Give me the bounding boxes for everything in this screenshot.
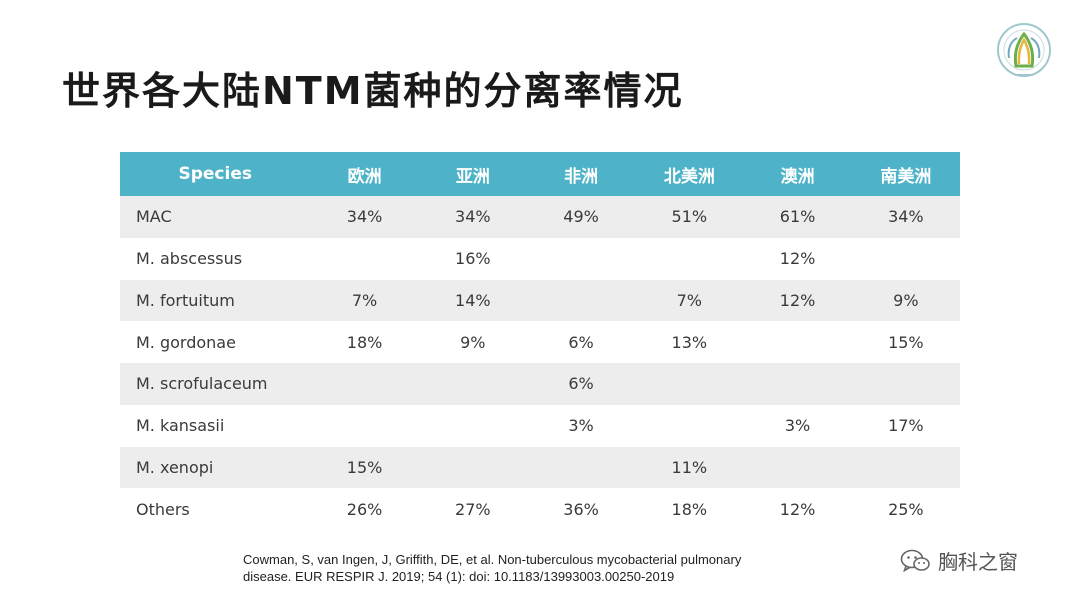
- header-south-america: 南美洲: [851, 152, 960, 196]
- header-africa: 非洲: [526, 152, 636, 196]
- value-cell: [418, 363, 527, 405]
- value-cell: [526, 237, 636, 280]
- table-header-row: Species 欧洲 亚洲 非洲 北美洲 澳洲 南美洲: [120, 152, 960, 196]
- value-cell: 27%: [418, 488, 527, 530]
- value-cell: 34%: [851, 196, 960, 238]
- table-row: M. kansasii 3% 3% 17%: [120, 404, 960, 447]
- value-cell: 14%: [418, 279, 527, 322]
- species-cell: M. fortuitum: [120, 279, 311, 322]
- value-cell: 12%: [743, 488, 852, 530]
- value-cell: [743, 446, 852, 489]
- header-north-america: 北美洲: [635, 152, 744, 196]
- wechat-icon: [900, 549, 930, 572]
- value-cell: 3%: [743, 404, 852, 447]
- table-row: Others 26% 27% 36% 18% 12% 25%: [120, 488, 960, 530]
- species-cell: M. xenopi: [120, 446, 311, 489]
- species-cell: M. kansasii: [120, 404, 311, 447]
- species-cell: M. abscessus: [120, 237, 311, 280]
- value-cell: [851, 446, 960, 489]
- hospital-logo-icon: [997, 23, 1051, 77]
- table-row: M. fortuitum 7% 14% 7% 12% 9%: [120, 279, 960, 322]
- value-cell: 13%: [635, 321, 744, 363]
- table-row: M. gordonae 18% 9% 6% 13% 15%: [120, 321, 960, 363]
- value-cell: 17%: [851, 404, 960, 447]
- value-cell: [635, 237, 744, 280]
- header-europe: 欧洲: [310, 152, 419, 196]
- value-cell: [310, 404, 419, 447]
- citation-line-1: Cowman, S, van Ingen, J, Griffith, DE, e…: [243, 552, 742, 567]
- value-cell: 36%: [526, 488, 636, 530]
- watermark: 胸科之窗: [900, 546, 1018, 575]
- header-australia: 澳洲: [743, 152, 852, 196]
- header-species: Species: [120, 152, 311, 196]
- table-row: MAC 34% 34% 49% 51% 61% 34%: [120, 196, 960, 238]
- value-cell: 18%: [635, 488, 744, 530]
- value-cell: 61%: [743, 196, 852, 238]
- value-cell: 7%: [635, 279, 744, 322]
- value-cell: [418, 446, 527, 489]
- value-cell: [526, 279, 636, 322]
- value-cell: 3%: [526, 404, 636, 447]
- value-cell: 16%: [418, 237, 527, 280]
- value-cell: 49%: [526, 196, 636, 238]
- value-cell: 18%: [310, 321, 419, 363]
- value-cell: 6%: [526, 321, 636, 363]
- species-cell: M. gordonae: [120, 321, 311, 363]
- value-cell: 15%: [310, 446, 419, 489]
- value-cell: 15%: [851, 321, 960, 363]
- isolation-rate-table: Species 欧洲 亚洲 非洲 北美洲 澳洲 南美洲 MAC 34% 34% …: [120, 152, 960, 530]
- value-cell: [851, 237, 960, 280]
- species-cell: Others: [120, 488, 311, 530]
- value-cell: [851, 363, 960, 405]
- citation-line-2: disease. EUR RESPIR J. 2019; 54 (1): doi…: [243, 569, 675, 584]
- header-asia: 亚洲: [418, 152, 527, 196]
- value-cell: [743, 321, 852, 363]
- value-cell: 11%: [635, 446, 744, 489]
- species-cell: M. scrofulaceum: [120, 363, 311, 405]
- watermark-text: 胸科之窗: [938, 550, 1018, 574]
- species-cell: MAC: [120, 196, 311, 238]
- value-cell: 7%: [310, 279, 419, 322]
- table-row: M. abscessus 16% 12%: [120, 237, 960, 280]
- value-cell: 26%: [310, 488, 419, 530]
- value-cell: 9%: [851, 279, 960, 322]
- value-cell: [635, 363, 744, 405]
- value-cell: [743, 363, 852, 405]
- table-row: M. scrofulaceum 6%: [120, 363, 960, 405]
- value-cell: [310, 363, 419, 405]
- value-cell: 6%: [526, 363, 636, 405]
- slide-title: 世界各大陆NTM菌种的分离率情况: [62, 69, 684, 113]
- value-cell: 12%: [743, 279, 852, 322]
- value-cell: [635, 404, 744, 447]
- value-cell: 9%: [418, 321, 527, 363]
- value-cell: 34%: [310, 196, 419, 238]
- value-cell: 25%: [851, 488, 960, 530]
- value-cell: [310, 237, 419, 280]
- value-cell: 34%: [418, 196, 527, 238]
- value-cell: [526, 446, 636, 489]
- value-cell: [418, 404, 527, 447]
- value-cell: 12%: [743, 237, 852, 280]
- value-cell: 51%: [635, 196, 744, 238]
- citation: Cowman, S, van Ingen, J, Griffith, DE, e…: [243, 551, 803, 585]
- table-row: M. xenopi 15% 11%: [120, 446, 960, 489]
